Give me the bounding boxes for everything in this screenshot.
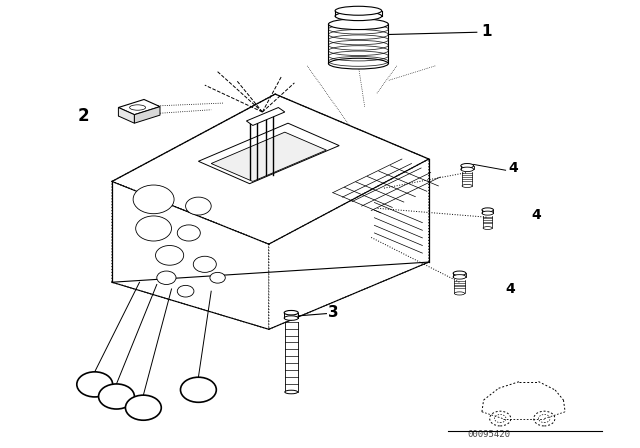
Circle shape xyxy=(186,197,211,215)
Circle shape xyxy=(157,271,176,284)
Polygon shape xyxy=(118,108,134,123)
Text: 4: 4 xyxy=(509,161,518,175)
Circle shape xyxy=(180,377,216,402)
Ellipse shape xyxy=(328,19,388,30)
Text: 3: 3 xyxy=(139,401,148,414)
Circle shape xyxy=(99,384,134,409)
Circle shape xyxy=(77,372,113,397)
Circle shape xyxy=(177,285,194,297)
Text: 3: 3 xyxy=(90,378,99,391)
Ellipse shape xyxy=(462,185,472,188)
Text: 1: 1 xyxy=(481,24,492,39)
Ellipse shape xyxy=(335,12,381,21)
Circle shape xyxy=(136,216,172,241)
Polygon shape xyxy=(118,99,160,115)
Polygon shape xyxy=(198,123,339,184)
Ellipse shape xyxy=(335,6,381,15)
Text: 3: 3 xyxy=(328,305,339,320)
Ellipse shape xyxy=(461,167,474,172)
Circle shape xyxy=(193,256,216,272)
Polygon shape xyxy=(269,159,429,329)
Text: 4: 4 xyxy=(531,208,541,222)
Text: 2: 2 xyxy=(77,107,89,125)
Ellipse shape xyxy=(129,105,146,110)
Ellipse shape xyxy=(483,227,492,229)
Circle shape xyxy=(125,395,161,420)
Polygon shape xyxy=(112,181,269,329)
Text: 4: 4 xyxy=(506,282,515,296)
Text: 3: 3 xyxy=(112,390,121,403)
Polygon shape xyxy=(246,108,285,125)
Polygon shape xyxy=(134,107,160,123)
Circle shape xyxy=(177,225,200,241)
Text: 3: 3 xyxy=(194,383,203,396)
Ellipse shape xyxy=(461,164,474,168)
Ellipse shape xyxy=(482,208,493,212)
Ellipse shape xyxy=(284,316,298,320)
Text: 00095420: 00095420 xyxy=(467,430,510,439)
Ellipse shape xyxy=(284,310,298,315)
Circle shape xyxy=(156,246,184,265)
Circle shape xyxy=(133,185,174,214)
Ellipse shape xyxy=(482,211,493,215)
Polygon shape xyxy=(112,94,429,244)
Ellipse shape xyxy=(285,390,298,394)
Ellipse shape xyxy=(328,58,388,69)
Circle shape xyxy=(210,272,225,283)
Ellipse shape xyxy=(453,275,466,279)
Polygon shape xyxy=(211,132,326,181)
Ellipse shape xyxy=(453,271,466,276)
Ellipse shape xyxy=(454,292,465,295)
